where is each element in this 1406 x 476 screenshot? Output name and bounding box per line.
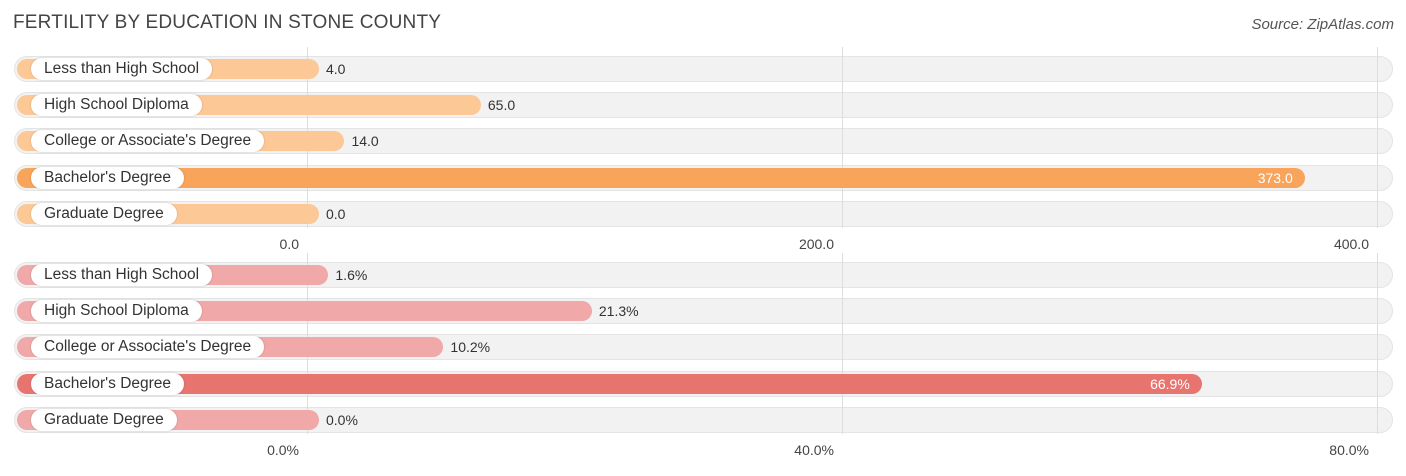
value-label: 21.3% [598, 303, 639, 320]
category-label: Graduate Degree [31, 202, 177, 225]
category-label: College or Associate's Degree [31, 336, 265, 359]
value-label: 4.0 [326, 61, 346, 77]
value-label: 10.2% [450, 339, 491, 356]
axis-tick-label: 40.0% [794, 441, 834, 458]
value-label: 1.6% [335, 267, 368, 283]
category-label: High School Diploma [31, 300, 202, 323]
category-label: Graduate Degree [31, 408, 177, 431]
value-label: 373.0 [1257, 169, 1293, 186]
category-label: High School Diploma [31, 94, 202, 117]
bar [17, 373, 1202, 394]
gridline [1377, 253, 1378, 434]
category-label: Less than High School [31, 58, 213, 80]
chart-title: FERTILITY BY EDUCATION IN STONE COUNTY [13, 12, 442, 33]
axis-tick-label: 200.0 [798, 235, 834, 252]
category-label: Bachelor's Degree [31, 166, 185, 189]
bar [17, 167, 1305, 188]
gridline [842, 253, 843, 434]
category-label: Less than High School [31, 264, 213, 286]
value-label: 65.0 [487, 97, 516, 114]
category-label: Bachelor's Degree [31, 372, 185, 395]
value-label: 0.0% [326, 411, 358, 428]
axis-tick-label: 0.0% [267, 441, 299, 458]
value-label: 14.0 [351, 133, 379, 150]
axis-tick-label: 400.0 [1333, 235, 1369, 252]
value-label: 66.9% [1150, 375, 1190, 392]
category-label: College or Associate's Degree [31, 130, 265, 153]
axis-tick-label: 0.0 [279, 235, 299, 252]
value-label: 0.0 [326, 205, 346, 222]
source-label: Source: ZipAtlas.com [1251, 16, 1394, 33]
gridline [842, 47, 843, 228]
axis-tick-label: 80.0% [1329, 441, 1369, 458]
gridline [1377, 47, 1378, 228]
